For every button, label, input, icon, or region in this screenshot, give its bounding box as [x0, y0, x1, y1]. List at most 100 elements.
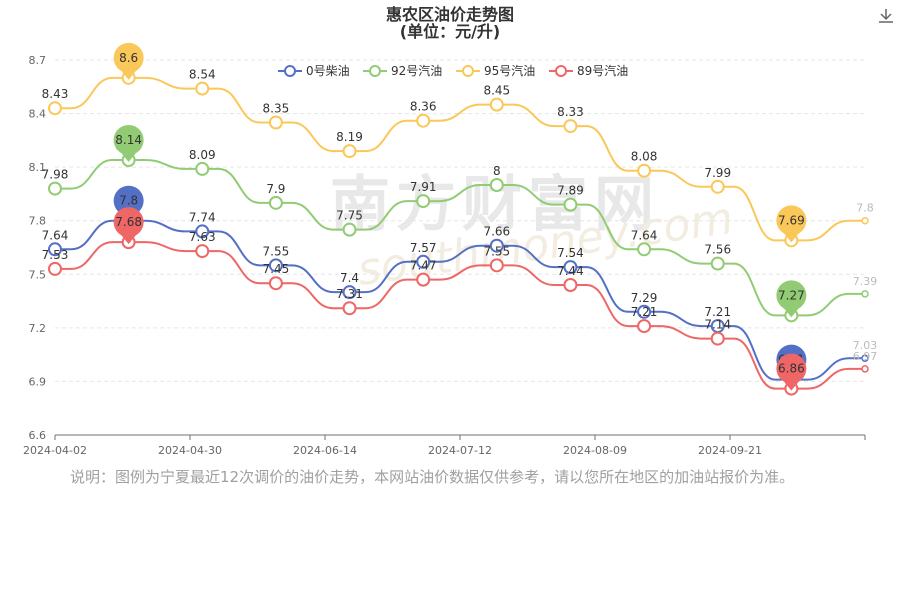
data-point[interactable]: [195, 224, 210, 239]
data-label: 7.74: [189, 210, 216, 224]
data-point[interactable]: [416, 254, 431, 269]
pin-marker: 6.86: [776, 353, 807, 391]
data-label: 7.98: [42, 168, 69, 182]
data-point[interactable]: [710, 256, 725, 271]
x-tick-label: 2024-09-21: [698, 444, 762, 457]
legend-label: 89号汽油: [577, 63, 628, 78]
pin-label: 7.27: [778, 288, 805, 302]
markers: 7.86.918.147.278.67.697.686.86: [113, 42, 807, 391]
data-point[interactable]: [416, 113, 431, 128]
data-point[interactable]: [268, 258, 283, 273]
data-point[interactable]: [48, 181, 62, 196]
series-line: [55, 241, 865, 390]
x-tick-label: 2024-08-09: [563, 444, 627, 457]
data-label: 7.44: [557, 264, 584, 278]
data-point[interactable]: [563, 119, 578, 134]
data-label: 7.54: [557, 246, 584, 260]
watermark: 南方财富网 southmoney.com: [330, 170, 736, 296]
x-tick-label: 2024-07-12: [428, 444, 492, 457]
legend-item[interactable]: 89号汽油: [549, 63, 628, 78]
data-label: 7.21: [631, 305, 658, 319]
pin-label: 8.14: [115, 133, 142, 147]
end-label: 7.03: [853, 339, 878, 352]
data-point[interactable]: [489, 178, 504, 192]
legend-item[interactable]: 95号汽油: [456, 63, 535, 78]
series-line: [55, 219, 865, 381]
data-point[interactable]: [195, 81, 210, 96]
y-tick-label: 8.4: [29, 108, 47, 121]
x-tick-label: 2024-06-14: [293, 444, 357, 457]
data-label: 8.19: [336, 130, 363, 144]
x-tick-label: 2024-04-30: [158, 444, 222, 457]
data-point[interactable]: [637, 163, 652, 178]
data-point[interactable]: [563, 260, 578, 275]
legend-item[interactable]: 92号汽油: [363, 63, 442, 78]
pin-label: 7.68: [115, 215, 142, 229]
data-point[interactable]: [563, 197, 578, 212]
data-label: 7.29: [631, 291, 658, 305]
data-point[interactable]: [416, 194, 431, 209]
pin-label: 7.8: [119, 194, 138, 208]
data-point[interactable]: [861, 354, 869, 362]
legend-item[interactable]: 0号柴油: [278, 64, 350, 78]
data-point[interactable]: [489, 238, 504, 253]
data-label: 7.14: [704, 318, 731, 332]
axes: 6.6 6.9 7.2 7.5 7.8 8.1 8.4 8.7 2024-04-02 2024-0…: [23, 54, 866, 457]
end-label: 7.39: [853, 275, 878, 288]
data-point[interactable]: [195, 161, 210, 176]
y-tick-label: 6.6: [29, 429, 47, 442]
data-point[interactable]: [489, 97, 504, 112]
chart-title: 惠农区油价走势图: [386, 5, 514, 24]
legend[interactable]: 0号柴油 92号汽油 95号汽油 89号汽油: [278, 63, 628, 78]
data-point[interactable]: [48, 242, 62, 257]
end-label: 6.97: [853, 350, 878, 363]
data-point[interactable]: [861, 290, 869, 298]
data-label: 7.53: [42, 248, 69, 262]
data-label: 7.89: [557, 184, 584, 198]
data-label: 7.4: [340, 271, 359, 285]
data-point[interactable]: [710, 179, 725, 194]
data-point[interactable]: [563, 278, 578, 292]
data-point[interactable]: [48, 101, 62, 116]
data-point[interactable]: [489, 258, 504, 273]
data-point[interactable]: [268, 195, 283, 210]
series-line: [55, 76, 865, 242]
pin-label: 7.69: [778, 213, 805, 227]
data-label: 7.64: [42, 228, 69, 242]
pin-label: 8.6: [119, 51, 138, 65]
data-label: 8: [493, 164, 501, 178]
data-point[interactable]: [195, 244, 210, 259]
data-point[interactable]: [710, 331, 725, 346]
data-label: 8.08: [631, 150, 658, 164]
data-point[interactable]: [861, 365, 869, 373]
chart-subtitle: (单位：元/升): [400, 22, 500, 41]
data-point[interactable]: [268, 276, 283, 291]
data-label: 7.63: [189, 230, 216, 244]
data-label: 8.45: [483, 84, 510, 98]
data-point[interactable]: [861, 216, 869, 225]
data-point[interactable]: [342, 285, 357, 300]
download-icon[interactable]: [876, 6, 896, 26]
y-tick-label: 7.2: [29, 322, 47, 335]
data-point[interactable]: [342, 144, 357, 159]
data-label: 7.9: [266, 182, 285, 196]
data-label: 8.35: [263, 102, 290, 116]
data-point[interactable]: [48, 261, 62, 276]
pin-marker: 7.68: [113, 207, 144, 245]
pin-marker: 8.6: [113, 42, 144, 80]
data-point[interactable]: [268, 115, 283, 130]
y-tick-label: 6.9: [29, 375, 47, 388]
y-tick-label: 7.8: [29, 215, 47, 228]
data-point[interactable]: [637, 304, 652, 319]
data-point[interactable]: [416, 272, 431, 287]
data-label: 7.55: [263, 244, 290, 258]
data-label: 7.31: [336, 287, 363, 301]
data-point[interactable]: [637, 319, 652, 334]
data-point[interactable]: [342, 301, 357, 316]
data-point[interactable]: [342, 222, 357, 237]
pin-label: 6.86: [778, 362, 805, 376]
data-label: 8.36: [410, 100, 437, 114]
data-point[interactable]: [637, 242, 652, 257]
legend-label: 0号柴油: [306, 64, 350, 78]
